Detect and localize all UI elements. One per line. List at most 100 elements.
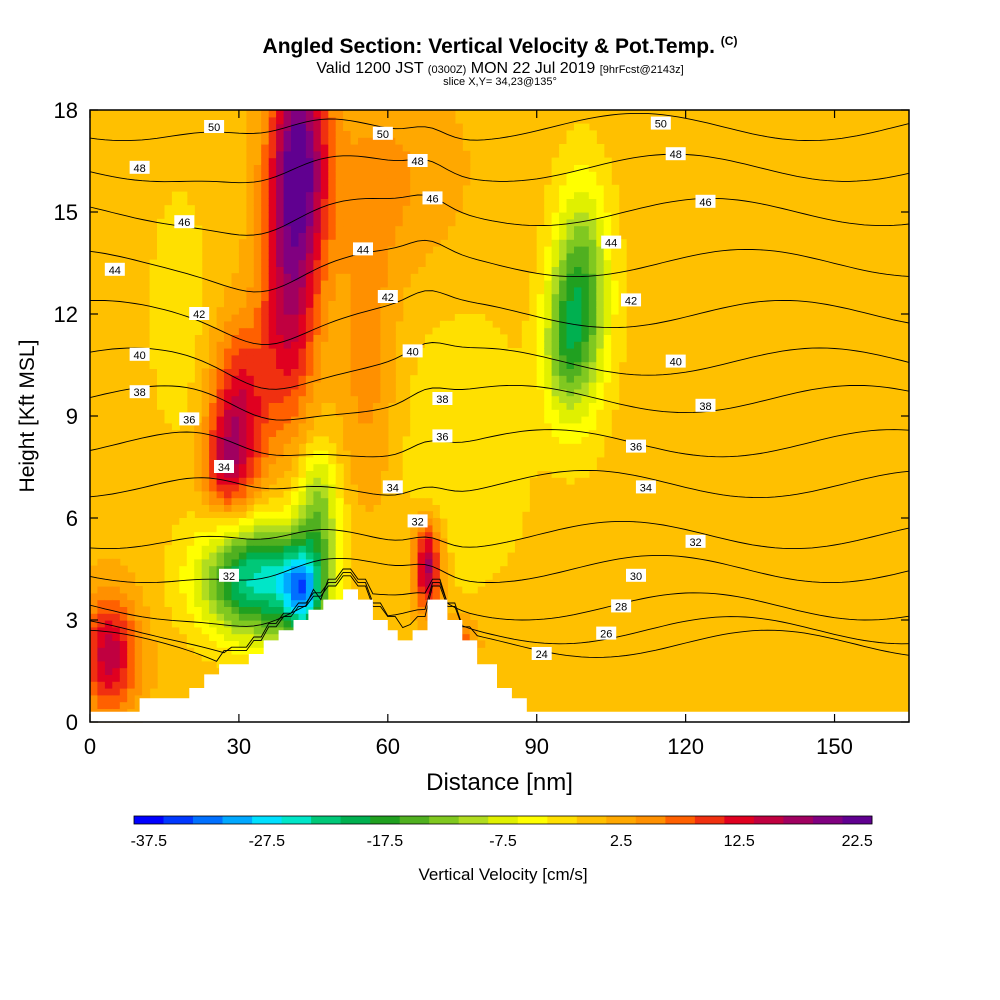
velocity-cell xyxy=(387,205,396,213)
velocity-cell xyxy=(350,144,359,152)
velocity-cell xyxy=(536,450,545,458)
velocity-cell xyxy=(432,592,441,601)
velocity-cell xyxy=(343,436,352,444)
velocity-cell xyxy=(186,579,195,587)
velocity-cell xyxy=(410,586,419,594)
velocity-cell xyxy=(238,640,247,648)
velocity-cell xyxy=(157,327,166,335)
velocity-cell xyxy=(566,361,575,369)
contour-label: 50 xyxy=(655,119,667,131)
velocity-cell xyxy=(372,150,381,159)
velocity-cell xyxy=(238,599,247,607)
velocity-cell xyxy=(194,531,203,539)
velocity-cell xyxy=(425,239,434,247)
velocity-cell xyxy=(283,558,292,567)
velocity-cell xyxy=(447,450,456,458)
velocity-cell xyxy=(454,409,463,417)
velocity-cell xyxy=(253,565,262,573)
velocity-cell xyxy=(432,144,441,152)
velocity-cell xyxy=(559,212,568,220)
colorbar-swatch xyxy=(635,816,666,824)
velocity-cell xyxy=(209,395,218,403)
velocity-cell xyxy=(439,422,448,431)
velocity-cell xyxy=(268,184,277,193)
velocity-cell xyxy=(499,518,508,526)
velocity-cell xyxy=(238,429,247,437)
velocity-cell xyxy=(358,395,367,403)
velocity-cell xyxy=(536,334,545,342)
velocity-cell xyxy=(224,599,233,607)
velocity-cell xyxy=(469,579,478,587)
velocity-cell xyxy=(454,198,463,206)
velocity-cell xyxy=(544,436,553,444)
velocity-cell xyxy=(276,314,285,322)
velocity-cell xyxy=(335,116,344,125)
velocity-cell xyxy=(380,409,389,417)
velocity-cell xyxy=(514,429,523,437)
velocity-cell xyxy=(268,497,277,505)
velocity-cell xyxy=(186,273,195,281)
velocity-cell xyxy=(559,246,568,254)
velocity-cell xyxy=(380,164,389,172)
velocity-cell xyxy=(209,388,218,397)
velocity-cell xyxy=(365,171,374,179)
velocity-cell xyxy=(298,314,307,322)
velocity-cell xyxy=(596,252,605,261)
velocity-cell xyxy=(291,205,300,213)
velocity-cell xyxy=(298,429,307,437)
velocity-cell xyxy=(238,545,247,553)
velocity-cell xyxy=(134,640,143,648)
velocity-cell xyxy=(469,422,478,431)
velocity-cell xyxy=(179,592,188,601)
velocity-cell xyxy=(298,504,307,512)
velocity-cell xyxy=(305,150,314,159)
velocity-cell xyxy=(402,463,411,471)
velocity-cell xyxy=(276,497,285,505)
velocity-cell xyxy=(432,558,441,567)
velocity-cell xyxy=(454,558,463,567)
velocity-cell xyxy=(544,348,553,356)
velocity-cell xyxy=(335,388,344,397)
velocity-cell xyxy=(253,150,262,159)
velocity-cell xyxy=(313,341,322,349)
velocity-cell xyxy=(335,130,344,138)
velocity-cell xyxy=(216,341,225,349)
velocity-cell xyxy=(283,490,292,499)
velocity-cell xyxy=(127,620,136,628)
velocity-cell xyxy=(447,334,456,342)
velocity-cell xyxy=(365,110,374,118)
velocity-cell xyxy=(514,375,523,383)
velocity-cell xyxy=(313,320,322,329)
velocity-cell xyxy=(224,470,233,478)
velocity-cell xyxy=(410,470,419,478)
velocity-cell xyxy=(164,586,173,594)
velocity-cell xyxy=(372,463,381,471)
velocity-cell xyxy=(447,341,456,349)
velocity-cell xyxy=(305,116,314,125)
velocity-cell xyxy=(209,633,218,641)
velocity-cell xyxy=(335,552,344,560)
velocity-cell xyxy=(551,280,560,288)
velocity-cell xyxy=(201,531,210,539)
velocity-cell xyxy=(335,354,344,363)
velocity-cell xyxy=(529,280,538,288)
velocity-cell xyxy=(328,531,337,539)
velocity-cell xyxy=(186,552,195,560)
velocity-cell xyxy=(350,450,359,458)
velocity-cell xyxy=(365,422,374,431)
velocity-cell xyxy=(179,252,188,261)
velocity-cell xyxy=(261,191,270,199)
velocity-cell xyxy=(454,368,463,376)
velocity-cell xyxy=(268,388,277,397)
velocity-cell xyxy=(387,198,396,206)
velocity-cell xyxy=(343,171,352,179)
velocity-cell xyxy=(253,110,262,118)
velocity-cell xyxy=(335,252,344,261)
velocity-cell xyxy=(395,110,404,118)
velocity-cell xyxy=(506,436,515,444)
velocity-cell xyxy=(611,259,620,267)
velocity-cell xyxy=(328,266,337,274)
velocity-cell xyxy=(454,320,463,329)
velocity-cell xyxy=(179,558,188,567)
